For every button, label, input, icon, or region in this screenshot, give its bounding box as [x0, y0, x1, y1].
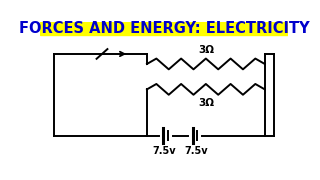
Text: FORCES AND ENERGY: ELECTRICITY: FORCES AND ENERGY: ELECTRICITY — [19, 21, 309, 36]
Text: 7.5v: 7.5v — [185, 146, 208, 156]
Text: 3Ω: 3Ω — [198, 98, 214, 108]
Text: 7.5v: 7.5v — [152, 146, 176, 156]
Text: 3Ω: 3Ω — [198, 45, 214, 55]
Bar — [40, 22, 288, 35]
